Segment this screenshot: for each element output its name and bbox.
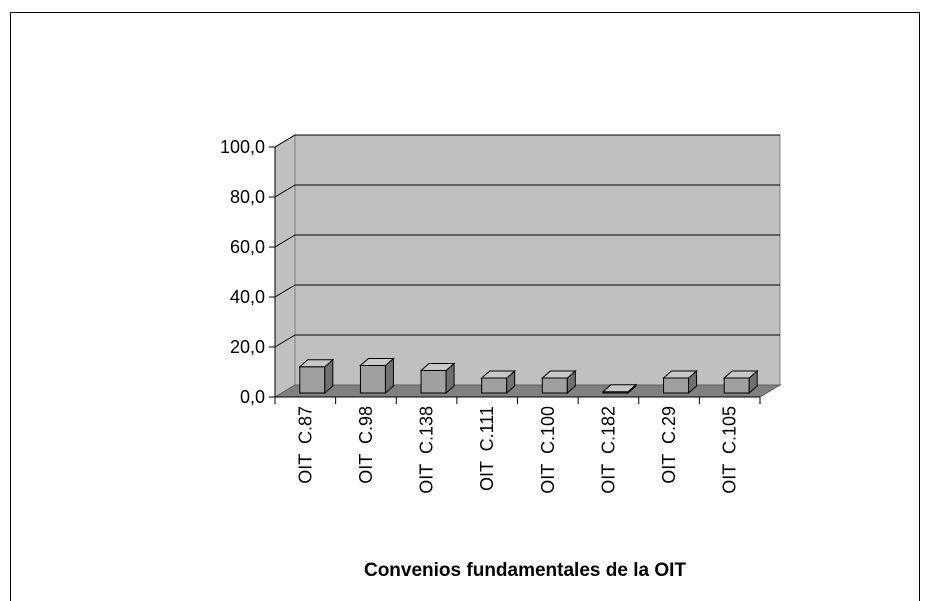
grid-line: [274, 284, 780, 298]
side-wall: [274, 134, 296, 398]
x-tick-label: OIT C.105: [720, 406, 740, 494]
bar-top: [419, 363, 456, 371]
grid-line: [274, 234, 780, 248]
bar-top: [480, 370, 517, 379]
bar: [359, 357, 395, 395]
y-tick-label: 80,0: [230, 187, 265, 207]
y-tick-label: 0,0: [240, 387, 265, 407]
x-tick-label: OIT C.111: [477, 406, 497, 491]
grid-line: [274, 134, 780, 148]
y-tick-label: 40,0: [230, 287, 265, 307]
bar: [601, 383, 638, 395]
bar-front: [481, 377, 508, 394]
bar-front: [299, 366, 326, 394]
bar-top: [662, 370, 698, 379]
y-tick-label: 60,0: [230, 237, 265, 257]
x-axis-label: Convenios fundamentales de la OIT: [364, 560, 686, 581]
bar-front: [359, 365, 386, 394]
bar-front: [541, 377, 568, 394]
y-tick-label: 100,0: [220, 137, 265, 157]
x-tick-label: OIT C.87: [295, 406, 315, 484]
x-tick-label: OIT C.98: [356, 406, 376, 484]
bar-top: [540, 370, 577, 379]
grid-line: [274, 184, 780, 198]
bar: [722, 369, 759, 395]
bar-front: [663, 377, 690, 394]
bar: [540, 369, 577, 395]
bar: [298, 358, 335, 395]
bar: [419, 362, 456, 395]
bar-front: [420, 370, 447, 394]
bar: [662, 369, 698, 395]
y-tick-label: 20,0: [230, 337, 265, 357]
bar-top: [722, 370, 759, 379]
grid-line: [274, 334, 780, 348]
x-tick-label: OIT C.182: [598, 406, 618, 494]
bar-top: [298, 359, 335, 368]
x-tick-label: OIT C.100: [538, 406, 558, 494]
x-tick-label: OIT C.138: [417, 406, 437, 494]
floor: [273, 384, 782, 398]
x-tick-label: OIT C.29: [659, 406, 679, 484]
bar-top: [601, 384, 638, 393]
bar: [480, 369, 517, 395]
bar-top: [359, 358, 395, 366]
back-wall: [294, 134, 781, 386]
bar-front: [723, 377, 750, 394]
